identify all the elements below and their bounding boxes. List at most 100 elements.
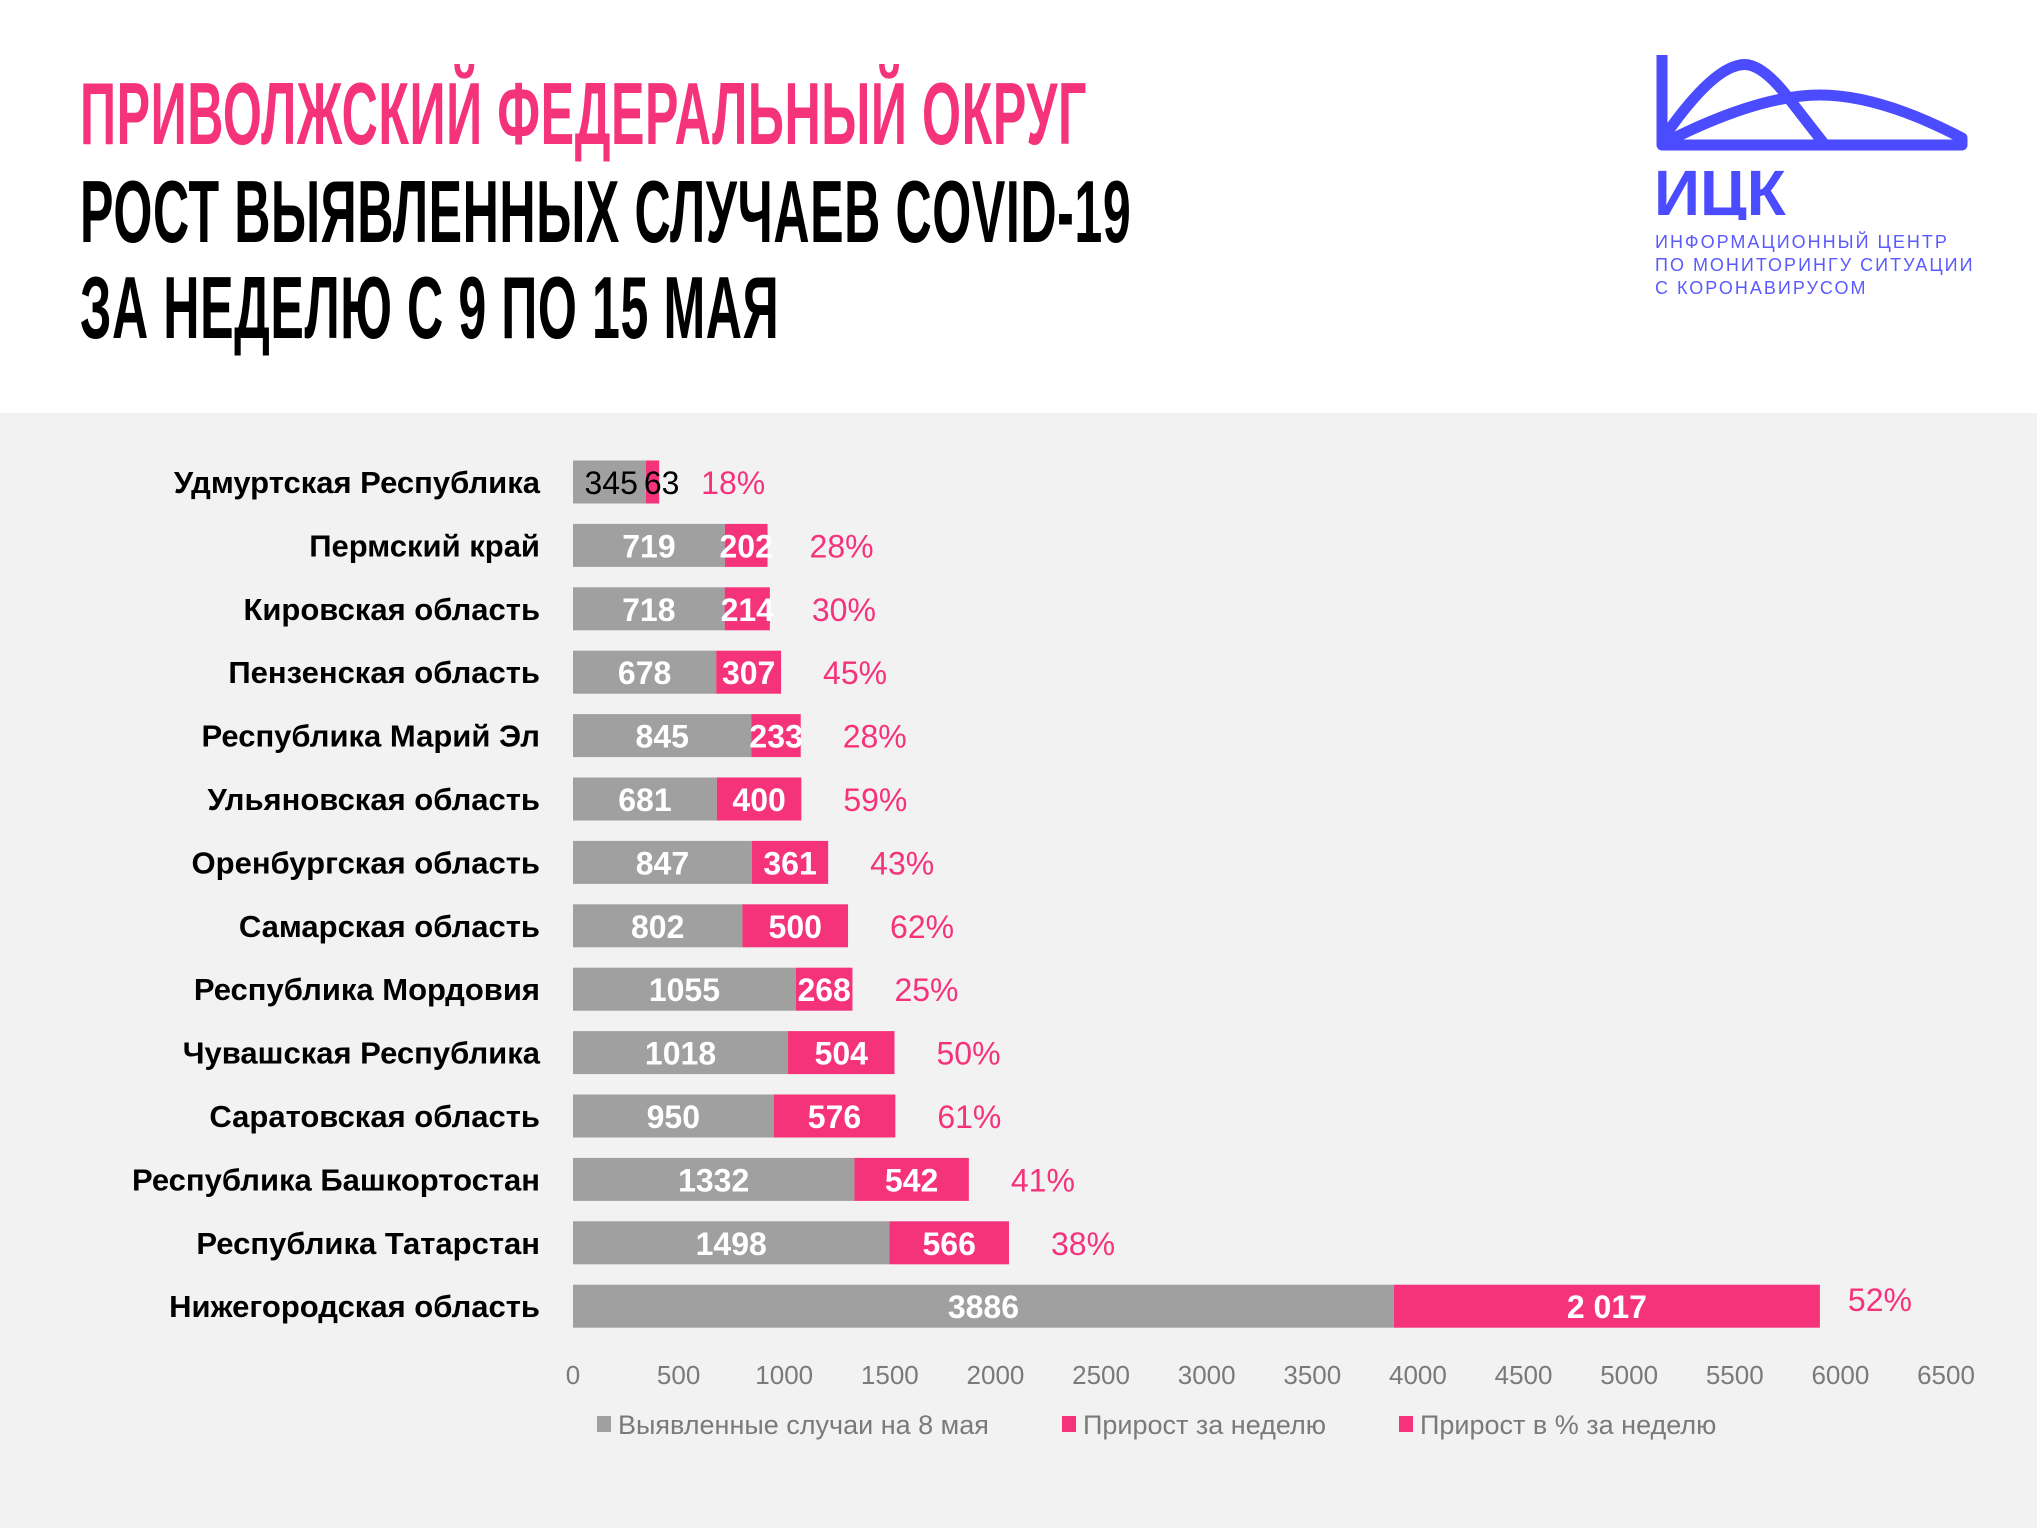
label-percent: 62% <box>890 909 954 945</box>
bar-increase <box>1393 1284 1820 1328</box>
label-increase: 268 <box>797 972 850 1008</box>
label-increase: 566 <box>923 1226 976 1262</box>
label-increase: 63 <box>644 465 680 501</box>
label-base: 681 <box>618 782 671 818</box>
x-tick-label: 2000 <box>967 1360 1025 1390</box>
x-tick-label: 5500 <box>1706 1360 1764 1390</box>
label-percent: 18% <box>701 465 765 501</box>
x-tick-label: 1500 <box>861 1360 919 1390</box>
bar-base <box>573 587 725 631</box>
category-label: Республика Марий Эл <box>201 719 540 754</box>
label-percent: 41% <box>1011 1162 1075 1198</box>
label-base: 950 <box>647 1099 700 1135</box>
category-label: Оренбургская область <box>192 845 540 880</box>
bar-base <box>573 967 796 1011</box>
logo-text-2: ПО МОНИТОРИНГУ СИТУАЦИИ <box>1655 255 1975 275</box>
bar-increase <box>716 777 802 821</box>
bar-increase <box>645 460 660 504</box>
label-base: 678 <box>618 655 671 691</box>
bar-base <box>573 777 717 821</box>
label-base: 802 <box>631 909 684 945</box>
bar-base <box>573 1284 1394 1328</box>
label-base: 845 <box>636 719 689 755</box>
header: ПРИВОЛЖСКИЙ ФЕДЕРАЛЬНЫЙ ОКРУГ РОСТ ВЫЯВЛ… <box>0 0 2037 413</box>
title-main: РОСТ ВЫЯВЛЕННЫХ СЛУЧАЕВ COVID-19 <box>80 162 1132 261</box>
label-increase: 307 <box>722 655 775 691</box>
label-percent: 38% <box>1051 1226 1115 1262</box>
logo-text-3: С КОРОНАВИРУСОМ <box>1655 278 1868 298</box>
bar-increase <box>751 714 801 758</box>
legend-swatch <box>597 1416 611 1432</box>
title-period: ЗА НЕДЕЛЮ С 9 ПО 15 МАЯ <box>80 258 780 357</box>
label-percent: 59% <box>843 782 907 818</box>
logo-abbr: ИЦК <box>1654 157 1787 220</box>
category-label: Республика Мордовия <box>194 972 540 1007</box>
category-label: Республика Татарстан <box>196 1226 540 1261</box>
category-label: Пензенская область <box>228 655 540 690</box>
category-label: Пермский край <box>309 528 540 563</box>
category-label: Самарская область <box>239 909 540 944</box>
x-tick-label: 6500 <box>1917 1360 1975 1390</box>
x-tick-label: 6000 <box>1811 1360 1869 1390</box>
bar-base <box>573 1157 855 1201</box>
label-increase: 400 <box>732 782 785 818</box>
x-tick-label: 2500 <box>1072 1360 1130 1390</box>
label-base: 345 <box>584 465 637 501</box>
label-base: 719 <box>622 528 675 564</box>
label-percent: 28% <box>843 719 907 755</box>
bar-increase <box>724 587 770 631</box>
bar-base <box>573 460 646 504</box>
label-base: 1332 <box>678 1162 749 1198</box>
bar-base <box>573 714 752 758</box>
label-increase: 542 <box>885 1162 938 1198</box>
bar-base <box>573 650 717 694</box>
category-label: Кировская область <box>243 592 540 627</box>
label-increase: 233 <box>749 719 802 755</box>
bar-increase <box>742 904 849 948</box>
legend-swatch <box>1062 1416 1076 1432</box>
legend-label: Прирост в % за неделю <box>1420 1410 1716 1440</box>
label-base: 847 <box>636 845 689 881</box>
bar-increase <box>751 840 829 884</box>
x-tick-label: 5000 <box>1600 1360 1658 1390</box>
bar-base <box>573 840 752 884</box>
bar-base <box>573 523 725 567</box>
label-base: 1498 <box>696 1226 767 1262</box>
label-percent: 52% <box>1848 1282 1912 1318</box>
label-percent: 25% <box>894 972 958 1008</box>
category-label: Ульяновская область <box>207 782 540 817</box>
bar-increase <box>889 1221 1009 1265</box>
bar-base <box>573 904 743 948</box>
label-increase: 500 <box>769 909 822 945</box>
label-increase: 2 017 <box>1567 1289 1647 1325</box>
label-base: 1018 <box>645 1036 716 1072</box>
x-tick-label: 3500 <box>1283 1360 1341 1390</box>
logo-icon: ИЦК <box>1654 55 1968 220</box>
bar-base <box>573 1031 789 1075</box>
label-percent: 61% <box>937 1099 1001 1135</box>
bar-increase <box>788 1031 895 1075</box>
label-percent: 30% <box>812 592 876 628</box>
label-increase: 576 <box>808 1099 861 1135</box>
stacked-bar-chart: Удмуртская Республика 345 63 18% Пермский кр… <box>132 460 1975 1440</box>
label-base: 1055 <box>649 972 720 1008</box>
category-label: Нижегородская область <box>169 1289 540 1324</box>
x-tick-label: 3000 <box>1178 1360 1236 1390</box>
bar-increase <box>773 1094 896 1138</box>
category-label: Саратовская область <box>209 1099 540 1134</box>
x-tick-label: 4500 <box>1495 1360 1553 1390</box>
legend-label: Прирост за неделю <box>1083 1410 1326 1440</box>
label-increase: 361 <box>763 845 816 881</box>
label-base: 3886 <box>948 1289 1019 1325</box>
bar-base <box>573 1221 890 1265</box>
bar-increase <box>716 650 782 694</box>
x-tick-label: 4000 <box>1389 1360 1447 1390</box>
legend-label: Выявленные случаи на 8 мая <box>618 1410 989 1440</box>
legend-swatch <box>1399 1416 1413 1432</box>
bar-increase <box>854 1157 969 1201</box>
bar-base <box>573 1094 774 1138</box>
label-base: 718 <box>622 592 675 628</box>
x-tick-label: 1000 <box>755 1360 813 1390</box>
category-label: Республика Башкортостан <box>132 1162 540 1197</box>
label-increase: 202 <box>720 528 773 564</box>
